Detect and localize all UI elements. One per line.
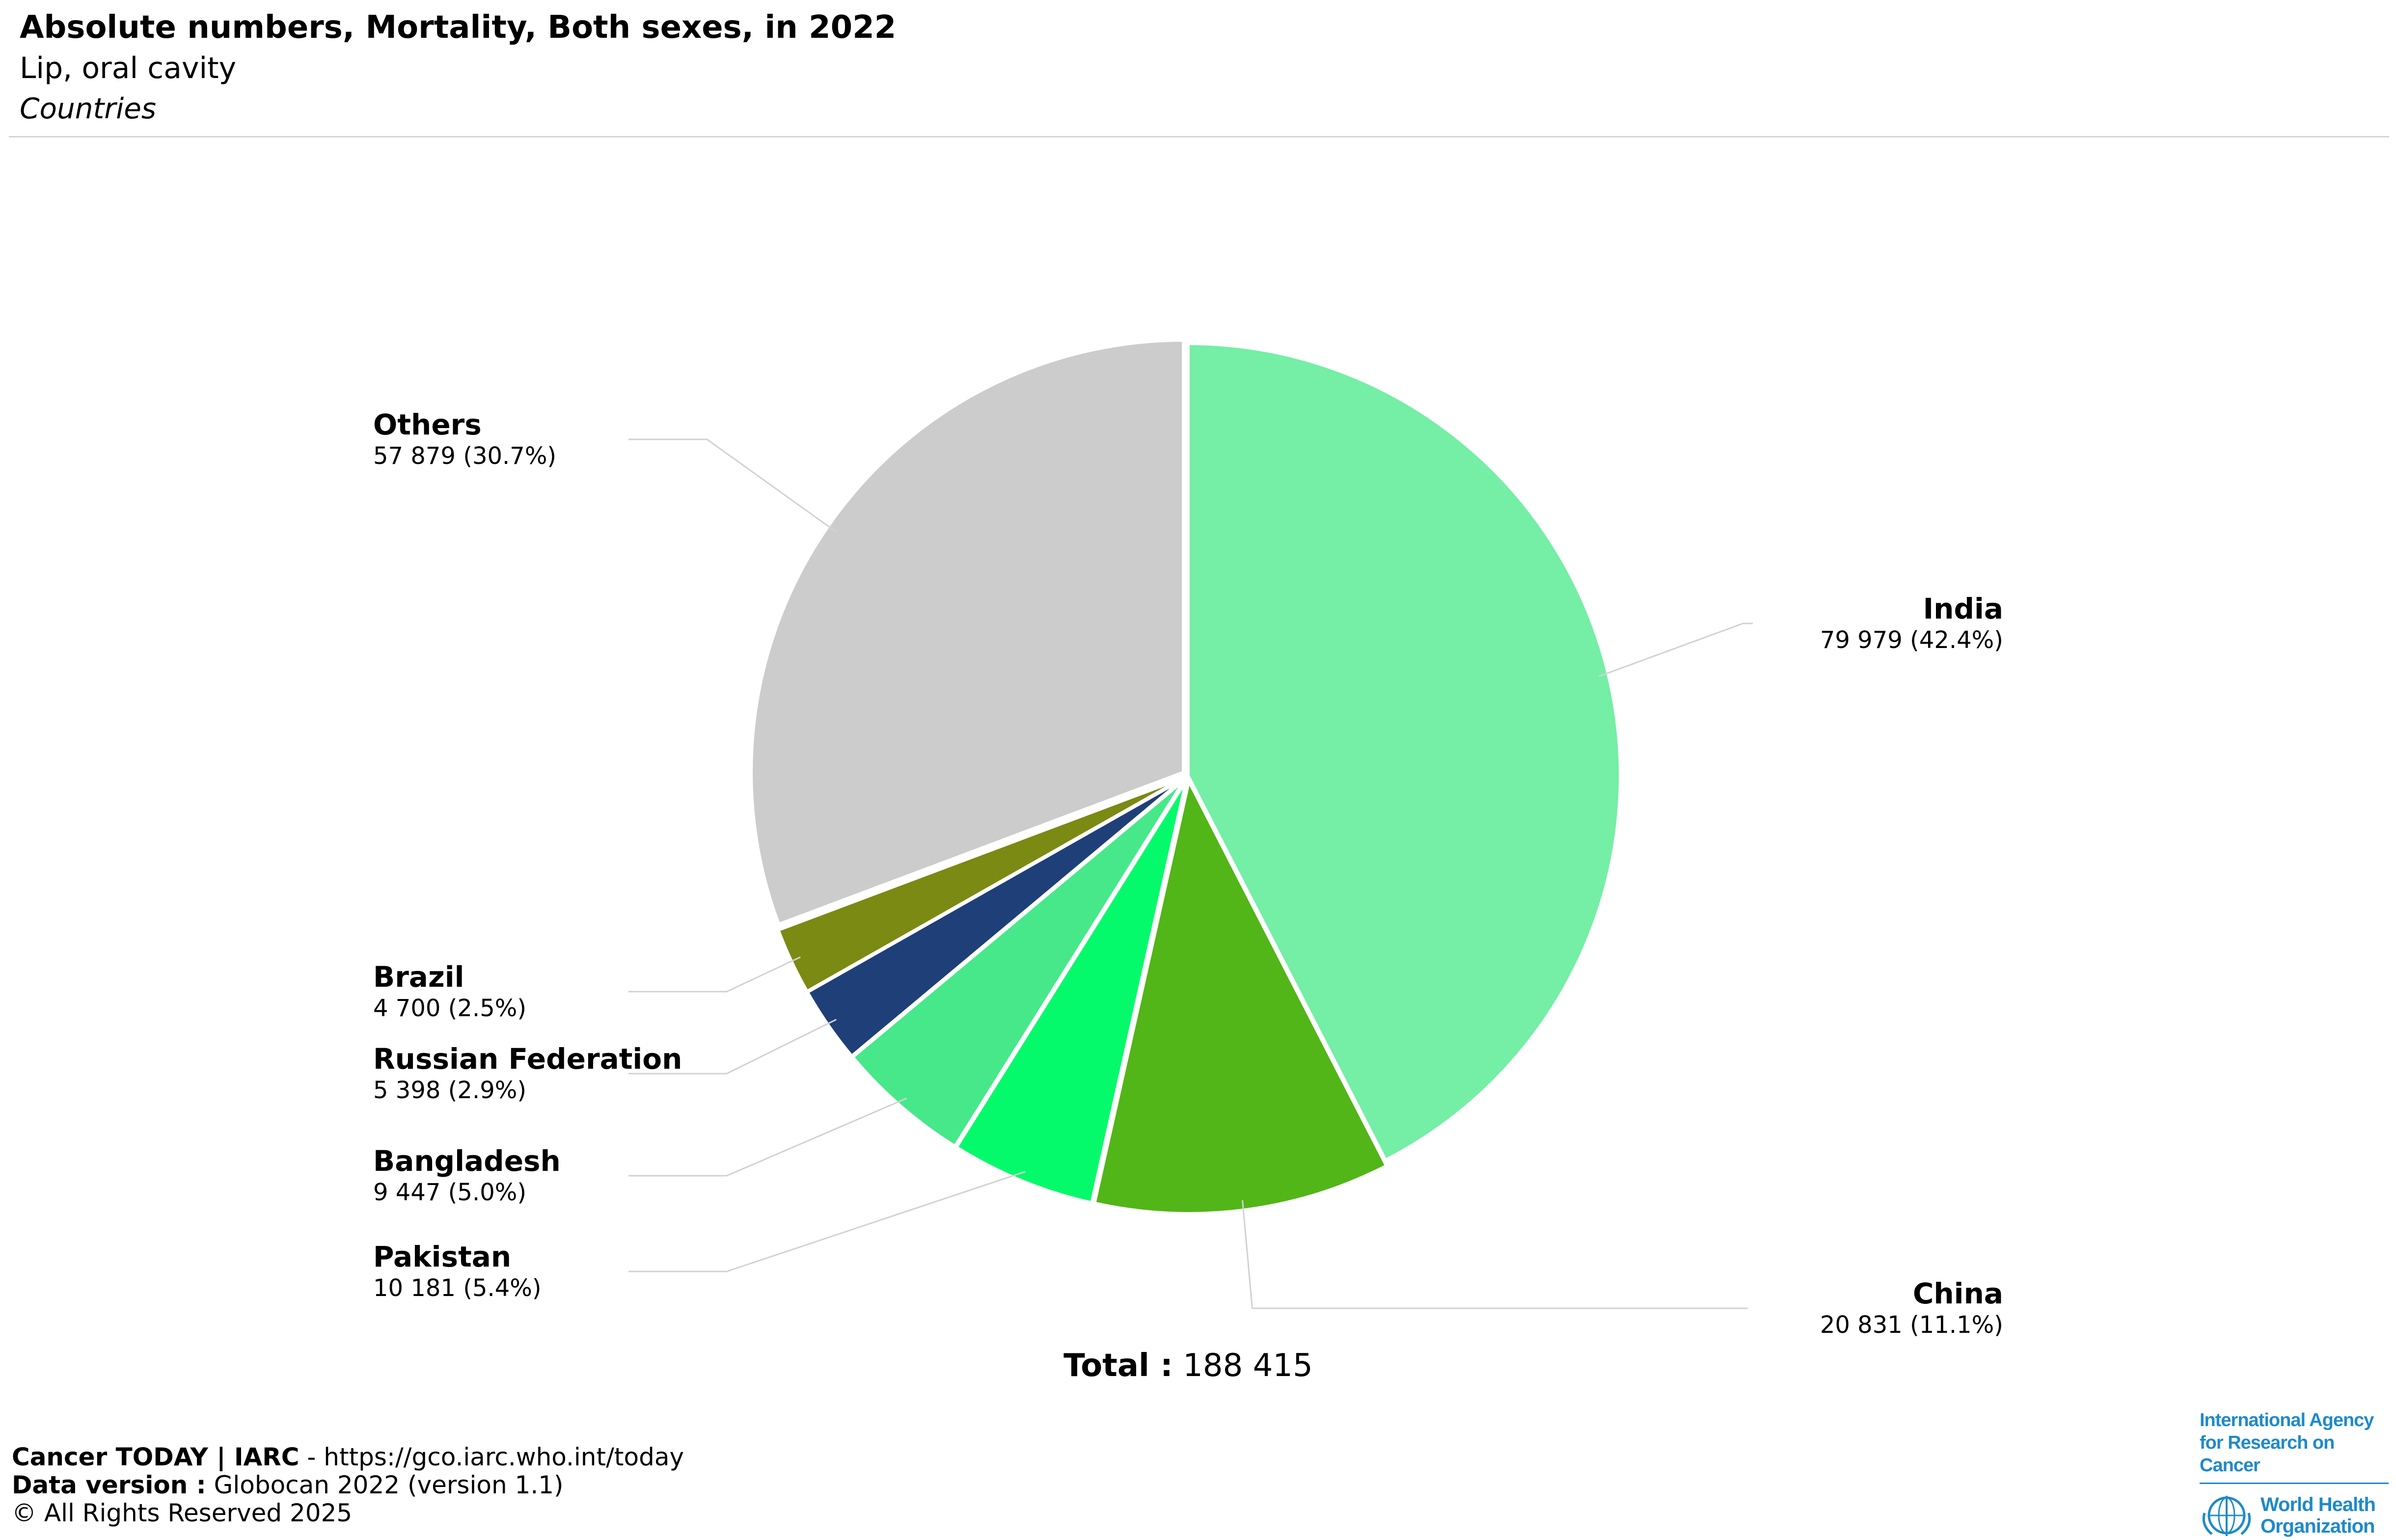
label-name-india: India bbox=[1923, 592, 2003, 625]
total-value: 188 415 bbox=[1183, 1348, 1313, 1384]
footer-source-name: Cancer TODAY | IARC bbox=[12, 1443, 300, 1471]
footer-version: Data version : Globocan 2022 (version 1.… bbox=[12, 1471, 684, 1499]
label-name-russian-federation: Russian Federation bbox=[373, 1042, 682, 1076]
footer-source-url: - https://gco.iarc.who.int/today bbox=[299, 1443, 684, 1471]
label-value-brazil: 4 700 (2.5%) bbox=[373, 995, 526, 1022]
label-name-brazil: Brazil bbox=[373, 960, 464, 994]
pie-slice-india[interactable] bbox=[1187, 342, 1622, 1162]
chart-header: Absolute numbers, Mortality, Both sexes,… bbox=[20, 7, 2376, 129]
leader-line-others bbox=[628, 438, 837, 533]
leader-line-brazil bbox=[628, 956, 801, 993]
chart-subtitle: Lip, oral cavity bbox=[20, 51, 237, 85]
iarc-who-logo: International Agency for Research on Can… bbox=[2200, 1409, 2391, 1540]
pie-slices bbox=[750, 339, 1622, 1215]
label-name-china: China bbox=[1913, 1277, 2003, 1310]
leader-line-russian-federation bbox=[628, 1019, 837, 1075]
leader-line-bangladesh bbox=[628, 1097, 907, 1177]
who-logo: World Health Organization bbox=[2200, 1491, 2391, 1540]
chart-scope: Countries bbox=[20, 92, 157, 125]
who-line-1: World Health bbox=[2260, 1494, 2376, 1515]
leader-lines bbox=[628, 438, 1753, 1309]
iarc-line-2: for Research on Cancer bbox=[2200, 1432, 2335, 1476]
chart-total: Total : 188 415 bbox=[0, 1348, 2376, 1384]
leader-line-china bbox=[1242, 1200, 1748, 1309]
label-value-pakistan: 10 181 (5.4%) bbox=[373, 1274, 542, 1302]
pie-slice-bangladesh[interactable] bbox=[851, 779, 1186, 1148]
who-logo-text: World Health Organization bbox=[2260, 1494, 2376, 1537]
footer-version-label: Data version : bbox=[12, 1471, 206, 1499]
label-name-pakistan: Pakistan bbox=[373, 1240, 511, 1273]
iarc-logo-text: International Agency for Research on Can… bbox=[2200, 1409, 2391, 1477]
label-value-russian-federation: 5 398 (2.9%) bbox=[373, 1077, 526, 1104]
chart-title: Absolute numbers, Mortality, Both sexes,… bbox=[20, 9, 897, 46]
label-name-bangladesh: Bangladesh bbox=[373, 1144, 561, 1178]
label-value-others: 57 879 (30.7%) bbox=[373, 442, 556, 470]
pie-slice-pakistan[interactable] bbox=[955, 780, 1188, 1204]
footer: Cancer TODAY | IARC - https://gco.iarc.w… bbox=[12, 1443, 684, 1527]
label-name-others: Others bbox=[373, 408, 482, 441]
header-divider bbox=[9, 136, 2389, 137]
leader-line-india bbox=[1598, 622, 1753, 677]
leader-line-pakistan bbox=[628, 1171, 1026, 1272]
total-label: Total : bbox=[1063, 1348, 1173, 1384]
label-value-china: 20 831 (11.1%) bbox=[1820, 1311, 2003, 1339]
label-value-india: 79 979 (42.4%) bbox=[1820, 626, 2003, 654]
who-line-2: Organization bbox=[2260, 1515, 2375, 1537]
footer-copyright: © All Rights Reserved 2025 bbox=[12, 1499, 353, 1527]
iarc-line-1: International Agency bbox=[2200, 1410, 2374, 1431]
footer-version-value: Globocan 2022 (version 1.1) bbox=[206, 1471, 564, 1499]
label-value-bangladesh: 9 447 (5.0%) bbox=[373, 1179, 526, 1206]
who-emblem-icon bbox=[2202, 1496, 2251, 1536]
footer-source: Cancer TODAY | IARC - https://gco.iarc.w… bbox=[12, 1443, 684, 1471]
logo-divider bbox=[2200, 1483, 2389, 1484]
